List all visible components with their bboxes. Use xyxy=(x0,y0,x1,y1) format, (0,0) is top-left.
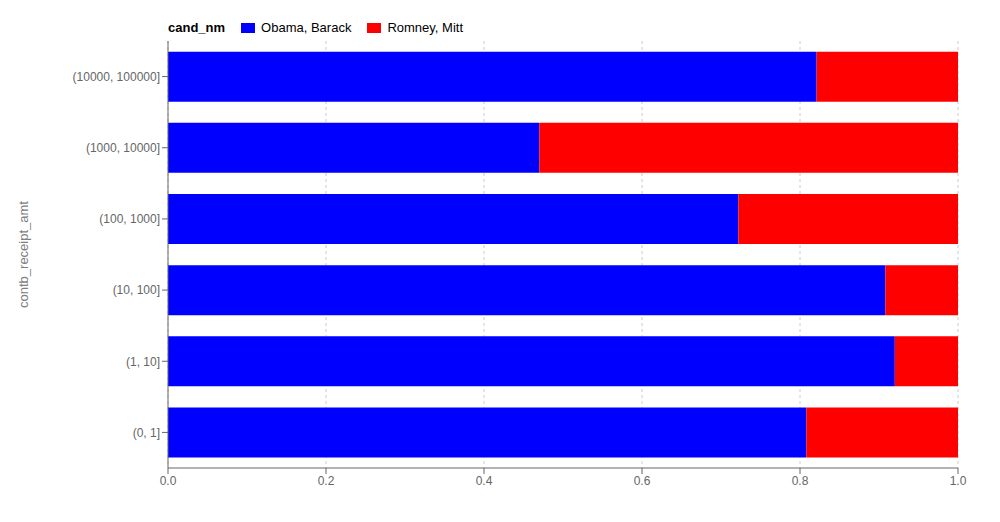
svg-text:0.8: 0.8 xyxy=(792,474,809,488)
svg-text:0.6: 0.6 xyxy=(634,474,651,488)
svg-text:contb_receipt_amt: contb_receipt_amt xyxy=(16,201,31,308)
html-text:cand_nm: cand_nm xyxy=(168,20,226,35)
svg-text:0.0: 0.0 xyxy=(160,474,177,488)
html-text:Obama, Barack: Obama, Barack xyxy=(261,20,352,35)
html-text:Romney, Mitt: Romney, Mitt xyxy=(387,20,463,35)
svg-text:(1, 10]: (1, 10] xyxy=(126,355,160,369)
svg-text:1.0: 1.0 xyxy=(950,474,967,488)
svg-text:(0, 1]: (0, 1] xyxy=(133,426,160,440)
svg-text:(10, 100]: (10, 100] xyxy=(113,283,160,297)
svg-text:(100, 1000]: (100, 1000] xyxy=(99,212,160,226)
svg-text:0.4: 0.4 xyxy=(476,474,493,488)
svg-text:(10000, 100000]: (10000, 100000] xyxy=(73,70,160,84)
svg-text:0.2: 0.2 xyxy=(318,474,335,488)
svg-text:(1000, 10000]: (1000, 10000] xyxy=(86,141,160,155)
